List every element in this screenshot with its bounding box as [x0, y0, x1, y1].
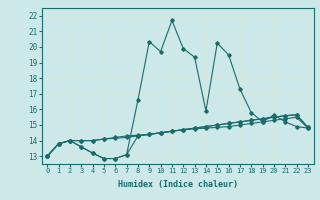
X-axis label: Humidex (Indice chaleur): Humidex (Indice chaleur) [118, 180, 237, 189]
